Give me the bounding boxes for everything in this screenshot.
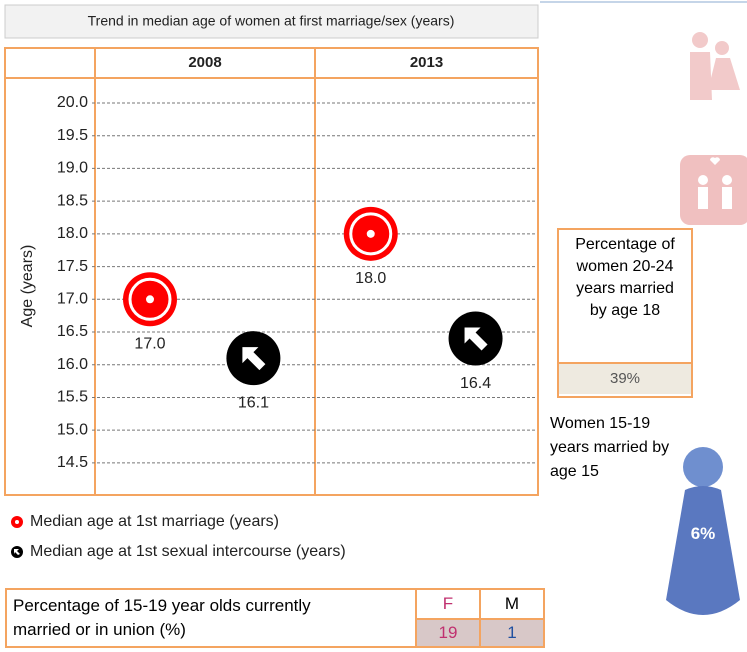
- bottom-table: Percentage of 15-19 year olds currently …: [5, 588, 545, 648]
- side-box-text: Percentage of women 20-24 years married …: [575, 236, 675, 319]
- value-f: 19: [417, 620, 481, 646]
- data-label: 17.0: [134, 336, 165, 353]
- children-icon-figures: [698, 157, 732, 209]
- marker-ring: [349, 212, 393, 256]
- y-tick-label: 19.5: [57, 127, 88, 144]
- marker-core: [146, 295, 154, 304]
- marker-ring: [128, 277, 172, 321]
- legend-label: Median age at 1st sexual intercourse (ye…: [30, 543, 346, 560]
- woman-icon: [666, 447, 740, 615]
- y-tick-label: 19.0: [57, 160, 88, 177]
- y-tick-label: 17.5: [57, 258, 88, 275]
- chart-title: Trend in median age of women at first ma…: [88, 13, 455, 29]
- y-axis-label: Age (years): [19, 245, 36, 328]
- y-tick-label: 18.5: [57, 192, 88, 209]
- marker: [343, 206, 398, 261]
- data-label: 16.4: [460, 375, 491, 392]
- y-tick-label: 16.5: [57, 323, 88, 340]
- side-note-text: Women 15-19 years married by age 15: [550, 415, 670, 480]
- children-icon: [680, 155, 747, 225]
- title-bar: [4, 4, 539, 39]
- marker-arrow: [242, 347, 266, 371]
- column-header: 2013: [410, 54, 443, 71]
- y-tick-label: 16.0: [57, 356, 88, 373]
- column-header: 2008: [188, 54, 221, 71]
- y-tick-label: 17.0: [57, 291, 88, 308]
- legend-swatch-core: [15, 520, 19, 524]
- marker: [226, 331, 281, 386]
- data-label: 16.1: [238, 394, 269, 411]
- couple-icon: [690, 32, 740, 100]
- plot-frame: [4, 47, 539, 496]
- marker-core: [366, 229, 375, 238]
- legend-label: Median age at 1st marriage (years): [30, 513, 279, 530]
- side-box: Percentage of women 20-24 years married …: [557, 228, 693, 398]
- spacer: [345, 590, 417, 646]
- side-note-value: 6%: [690, 524, 716, 543]
- y-tick-label: 20.0: [57, 94, 88, 111]
- legend-swatch-arrow: [14, 549, 20, 555]
- data-label: 18.0: [355, 270, 386, 287]
- y-tick-label: 14.5: [57, 454, 88, 471]
- marker: [448, 311, 503, 366]
- bottom-table-label: Percentage of 15-19 year olds currently …: [13, 596, 311, 639]
- header-f: F: [417, 590, 481, 618]
- bottom-table-cells: F M 19 1: [417, 590, 543, 646]
- y-tick-label: 15.5: [57, 389, 88, 406]
- y-tick-label: 18.0: [57, 225, 88, 242]
- side-box-value: 39%: [559, 362, 691, 394]
- header-m: M: [504, 594, 520, 613]
- marker: [123, 272, 177, 327]
- value-m: 1: [507, 623, 517, 642]
- marker-arrow: [464, 327, 488, 351]
- y-tick-label: 15.0: [57, 421, 88, 438]
